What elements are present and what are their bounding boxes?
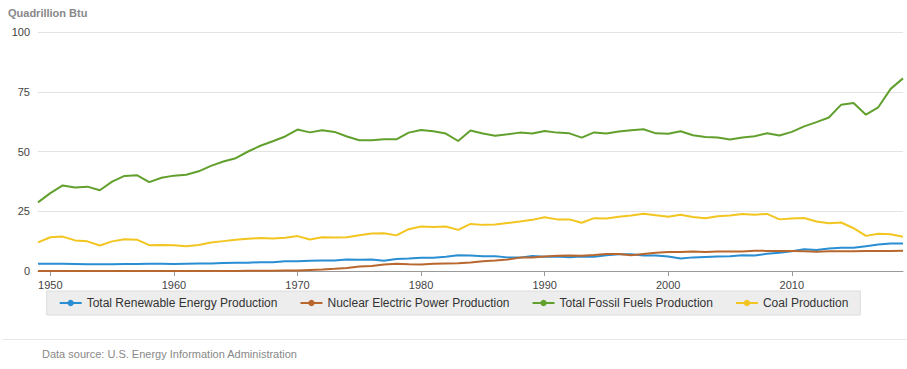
svg-text:0: 0 [24,265,30,277]
svg-text:75: 75 [18,86,30,98]
svg-text:2010: 2010 [780,279,804,291]
svg-text:1970: 1970 [285,279,309,291]
svg-text:25: 25 [18,205,30,217]
svg-text:1990: 1990 [532,279,556,291]
svg-text:Quadrillion Btu: Quadrillion Btu [8,7,87,19]
svg-text:Coal Production: Coal Production [763,296,848,310]
svg-text:Total Fossil Fuels Production: Total Fossil Fuels Production [560,296,713,310]
svg-text:Total Renewable Energy Product: Total Renewable Energy Production [87,296,278,310]
svg-text:Nuclear Electric Power Product: Nuclear Electric Power Production [327,296,509,310]
svg-text:2000: 2000 [656,279,680,291]
svg-text:Data source: U.S. Energy Infor: Data source: U.S. Energy Information Adm… [42,348,297,360]
svg-text:100: 100 [12,26,30,38]
svg-text:1950: 1950 [38,279,62,291]
svg-text:1980: 1980 [409,279,433,291]
svg-text:1960: 1960 [162,279,186,291]
svg-text:50: 50 [18,146,30,158]
